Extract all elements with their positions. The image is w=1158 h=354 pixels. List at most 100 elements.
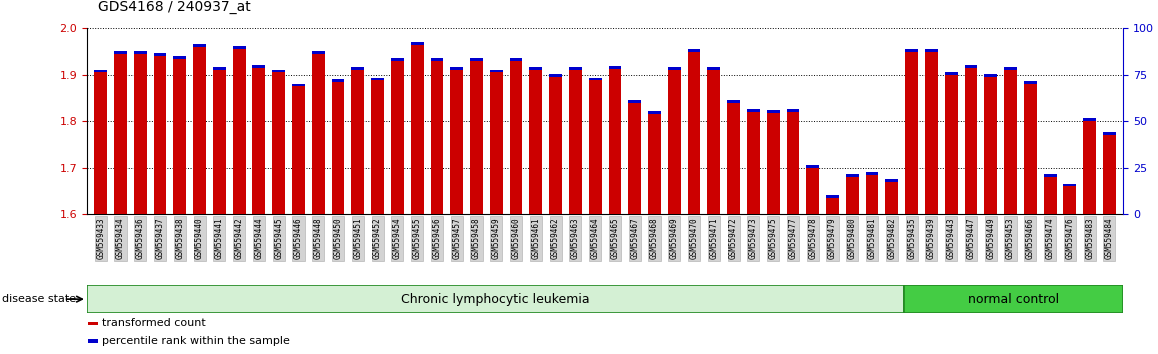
Text: GSM559472: GSM559472 (730, 218, 738, 259)
Bar (174, 56, 186, 58)
Bar (906, 49, 918, 52)
Bar (411, 45, 424, 214)
Bar (845, 174, 859, 177)
Text: GSM559461: GSM559461 (532, 218, 541, 259)
Bar (708, 70, 720, 214)
Bar (490, 70, 503, 73)
Bar (845, 177, 859, 214)
Text: GSM559484: GSM559484 (1105, 218, 1114, 259)
Bar (154, 56, 167, 214)
Text: GSM559445: GSM559445 (274, 218, 284, 259)
Bar (569, 67, 581, 70)
Text: GSM559435: GSM559435 (907, 218, 916, 259)
Text: GSM559477: GSM559477 (789, 218, 798, 259)
Bar (668, 70, 681, 214)
Bar (904, 285, 1123, 313)
Text: GSM559454: GSM559454 (393, 218, 402, 259)
Bar (88, 339, 98, 343)
Text: Chronic lymphocytic leukemia: Chronic lymphocytic leukemia (401, 293, 589, 306)
Bar (470, 58, 483, 61)
Text: GSM559479: GSM559479 (828, 218, 837, 259)
Bar (391, 58, 404, 61)
Bar (1043, 177, 1056, 214)
Bar (233, 46, 245, 49)
Bar (134, 54, 147, 214)
Bar (431, 58, 444, 61)
Bar (549, 74, 562, 77)
Text: GSM559442: GSM559442 (235, 218, 243, 259)
Bar (312, 54, 324, 214)
Bar (292, 84, 305, 86)
Bar (87, 285, 904, 313)
Bar (747, 109, 760, 112)
Text: GSM559478: GSM559478 (808, 218, 818, 259)
Text: GSM559446: GSM559446 (294, 218, 303, 259)
Text: GSM559451: GSM559451 (353, 218, 362, 259)
Bar (925, 52, 938, 214)
Bar (588, 80, 602, 214)
Bar (886, 182, 899, 214)
Bar (113, 51, 127, 54)
Bar (529, 70, 542, 214)
Bar (113, 54, 127, 214)
Bar (94, 73, 108, 214)
Text: GSM559450: GSM559450 (334, 218, 343, 259)
Bar (629, 100, 642, 103)
Bar (213, 67, 226, 70)
Text: GSM559448: GSM559448 (314, 218, 323, 259)
Text: GSM559465: GSM559465 (610, 218, 620, 259)
Text: GSM559443: GSM559443 (947, 218, 955, 259)
Bar (233, 49, 245, 214)
Bar (88, 322, 98, 325)
Bar (648, 112, 661, 114)
Bar (826, 198, 838, 214)
Bar (154, 53, 167, 56)
Bar (193, 44, 206, 47)
Bar (608, 67, 622, 69)
Text: GSM559467: GSM559467 (630, 218, 639, 259)
Text: GSM559437: GSM559437 (155, 218, 164, 259)
Bar (252, 68, 265, 214)
Bar (351, 70, 365, 214)
Bar (629, 103, 642, 214)
Bar (965, 65, 977, 68)
Bar (1083, 119, 1097, 121)
Bar (806, 168, 819, 214)
Bar (984, 74, 997, 77)
Bar (965, 68, 977, 214)
Text: GSM559433: GSM559433 (96, 218, 105, 259)
Bar (1083, 121, 1097, 214)
Text: GSM559444: GSM559444 (255, 218, 263, 259)
Text: percentile rank within the sample: percentile rank within the sample (102, 336, 290, 346)
Bar (767, 110, 779, 113)
Bar (1102, 135, 1116, 214)
Text: GSM559470: GSM559470 (689, 218, 698, 259)
Text: GSM559438: GSM559438 (175, 218, 184, 259)
Bar (806, 165, 819, 168)
Text: GDS4168 / 240937_at: GDS4168 / 240937_at (98, 0, 251, 14)
Text: GSM559456: GSM559456 (432, 218, 441, 259)
Bar (490, 73, 503, 214)
Text: GSM559460: GSM559460 (512, 218, 521, 259)
Text: GSM559455: GSM559455 (412, 218, 422, 259)
Bar (826, 195, 838, 198)
Text: GSM559453: GSM559453 (1006, 218, 1016, 259)
Text: GSM559475: GSM559475 (769, 218, 778, 259)
Bar (1024, 84, 1036, 214)
Text: GSM559480: GSM559480 (848, 218, 857, 259)
Bar (331, 82, 344, 214)
Bar (292, 86, 305, 214)
Text: GSM559468: GSM559468 (650, 218, 659, 259)
Bar (1043, 174, 1056, 177)
Bar (331, 79, 344, 82)
Text: disease state: disease state (2, 294, 76, 304)
Bar (510, 58, 522, 61)
Text: GSM559464: GSM559464 (591, 218, 600, 259)
Bar (648, 114, 661, 214)
Text: GSM559458: GSM559458 (472, 218, 481, 259)
Bar (727, 103, 740, 214)
Bar (312, 51, 324, 54)
Text: GSM559474: GSM559474 (1046, 218, 1055, 259)
Text: GSM559459: GSM559459 (492, 218, 500, 259)
Bar (1024, 81, 1036, 84)
